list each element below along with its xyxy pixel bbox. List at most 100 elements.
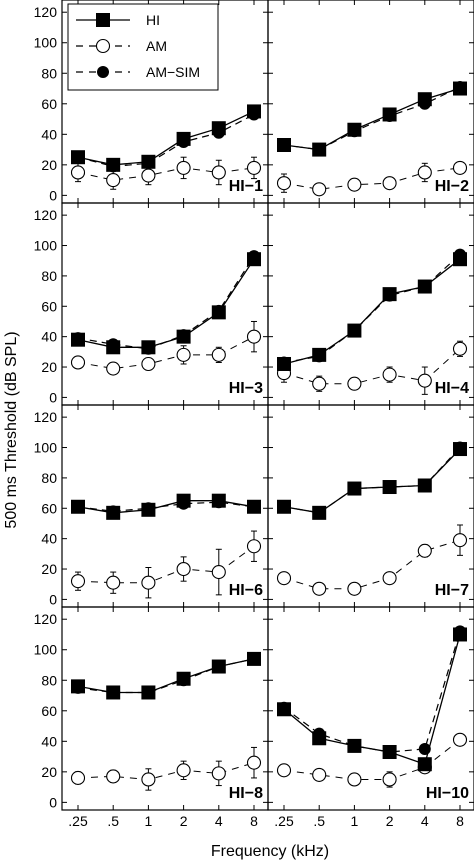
y-tick-label: 120 [34,611,58,627]
y-tick-label: 100 [34,440,58,456]
legend-entry: AM−SIM [76,64,200,80]
am-point [211,347,226,362]
legend: HI AM AM−SIM [67,3,219,91]
am-point [176,763,191,778]
am-point [452,160,468,175]
am-point [312,376,327,391]
y-tick-label: 100 [34,238,58,254]
panel-5: 0 20 40 60 80 100 120 HI−6 [34,404,269,608]
y-tick-label: 120 [34,207,58,223]
am-point [312,182,327,197]
am-point [452,533,468,548]
am-point [176,561,191,577]
hi-point [453,442,467,457]
y-tick-label: 20 [41,359,57,375]
panel-frame [61,606,269,811]
y-tick-label: 100 [34,35,58,51]
am-sim-series-line [283,447,461,514]
x-tick-label: 2 [386,813,394,829]
x-axis-title: Frequency (kHz) [211,843,329,860]
legend-square-marker [96,13,110,27]
legend-entry: HI [76,12,160,28]
hi-point [417,279,432,294]
am-point [276,571,292,586]
y-tick-label: 80 [41,470,57,486]
y-tick-label: 0 [49,389,57,405]
am-point [246,160,262,175]
am-point [347,581,362,596]
am-point [246,755,262,770]
panel-2: HI−2 [267,0,474,204]
x-tick-label: .5 [107,813,119,829]
hi-point [71,679,85,694]
x-tick-label: 1 [351,813,359,829]
legend-entry: AM [76,38,167,54]
am-point [70,770,86,785]
am-point [141,356,156,372]
legend-box [67,3,219,91]
hi-point [453,81,467,96]
y-tick-label: 20 [41,764,57,780]
panel-frame [61,202,269,406]
am-point [347,376,362,391]
am-point [211,165,226,180]
am-sim-series-line [77,113,255,168]
am-sim-series-line [77,255,255,350]
hi-point [277,499,291,514]
am-series-line [283,167,461,190]
am-point [347,177,362,192]
am-point [382,571,397,586]
am-point [176,347,191,362]
hi-series-line [283,448,461,514]
panel-label: HI−10 [426,785,469,802]
y-tick-label: 60 [41,703,57,719]
hi-point [106,685,121,700]
hi-point [71,499,85,514]
am-point [452,732,468,747]
panel-7: 0 20 40 60 80 100 120 .25 .5 1 2 4 8 HI−8 [34,606,269,829]
am-point [417,165,432,180]
x-tick-label: .25 [274,813,294,829]
hi-point [312,142,327,157]
hi-point [141,340,156,355]
panel-3: 0 20 40 60 80 100 120 HI−3 [34,202,269,406]
hi-point [247,499,261,514]
am-sim-series-line [77,501,255,512]
y-tick-label: 120 [34,4,58,20]
am-point [246,329,262,344]
hi-point [176,329,191,344]
y-tick-label: 40 [41,126,57,142]
panel-frame [267,404,474,608]
y-tick-label: 80 [41,65,57,81]
am-point [70,355,86,370]
hi-point [71,332,85,347]
am-point [246,539,262,554]
am-series-line [283,739,461,780]
am-point [382,367,397,382]
hi-point [211,493,226,508]
y-tick-label: 40 [41,531,57,547]
y-tick-label: 40 [41,329,57,345]
am-point [106,575,121,590]
hi-point [277,356,291,371]
hi-point [176,671,191,686]
panel-frame [267,606,474,811]
hi-point [211,121,226,136]
hi-point [211,305,226,320]
x-tick-label: 4 [421,813,429,829]
legend-label: AM−SIM [146,64,200,80]
hi-point [417,478,432,493]
am-point [276,176,292,191]
am-series-line [283,539,461,590]
hi-series-line [77,500,255,514]
hi-point [347,481,362,496]
hi-point [141,685,156,700]
am-point [176,160,191,175]
panel-label: HI−6 [229,582,263,599]
hi-point [453,252,467,267]
am-point [106,361,121,376]
y-tick-label: 0 [49,794,57,810]
hi-point [106,157,121,172]
am-series-line [77,167,255,181]
